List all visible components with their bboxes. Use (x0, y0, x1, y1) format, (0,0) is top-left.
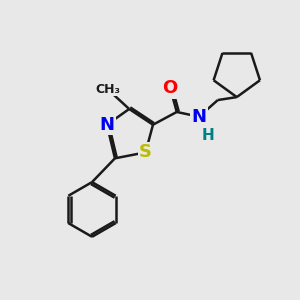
Text: H: H (202, 128, 214, 142)
Text: CH₃: CH₃ (95, 82, 120, 96)
Text: S: S (139, 143, 152, 161)
Text: N: N (99, 116, 114, 134)
Text: O: O (163, 79, 178, 97)
Text: N: N (191, 108, 206, 126)
